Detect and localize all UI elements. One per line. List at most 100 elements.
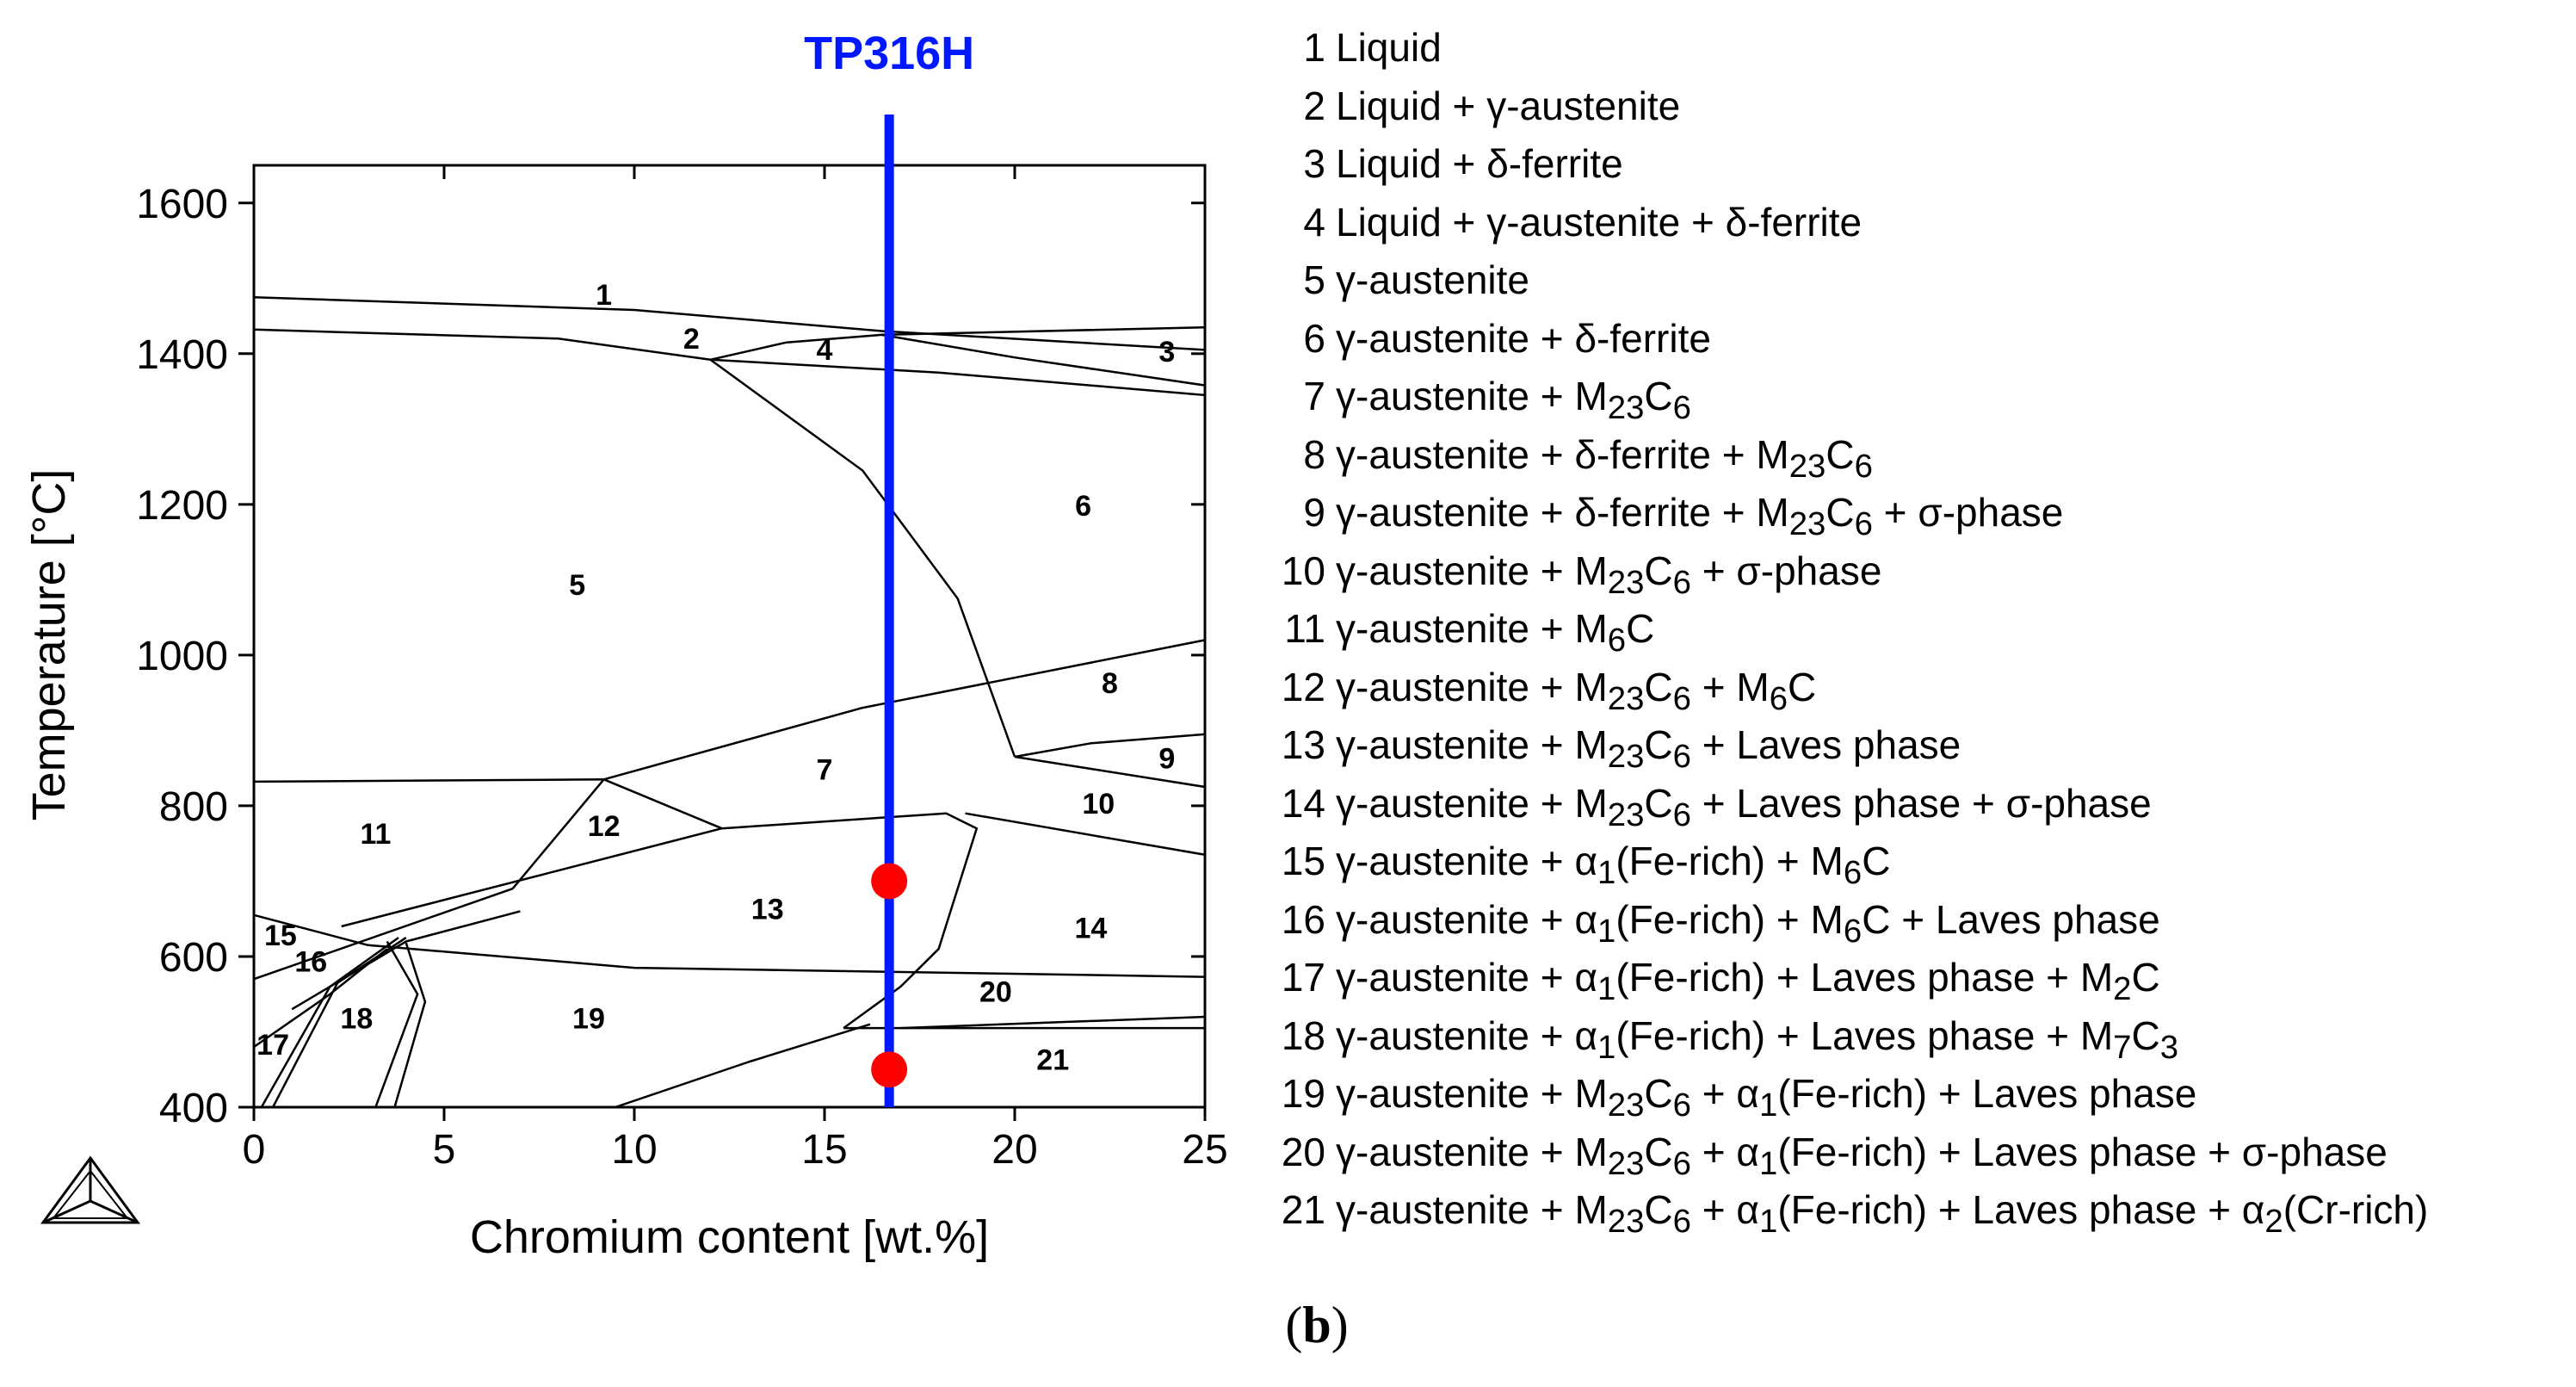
legend-entry-phase: Liquid + γ-austenite + δ-ferrite xyxy=(1336,199,1863,245)
phase-boundary-line xyxy=(881,333,1206,387)
marker-line-group: TP316H xyxy=(804,28,974,1107)
phase-boundary-line xyxy=(253,913,1206,978)
legend-entry: 19 γ-austenite + M23C6 + α1(Fe-rich) + La… xyxy=(1274,1065,2428,1124)
legend-entry: 7 γ-austenite + M23C6 xyxy=(1274,368,2428,426)
x-tick-label: 10 xyxy=(611,1127,657,1173)
y-tick-label: 1200 xyxy=(136,483,228,529)
data-point xyxy=(871,1051,908,1088)
region-label: 9 xyxy=(1158,742,1175,775)
legend-entry: 16 γ-austenite + α1(Fe-rich) + M6C + Lave… xyxy=(1274,891,2428,950)
phase-boundary-line xyxy=(253,295,1206,351)
region-label: 6 xyxy=(1075,490,1091,523)
legend-entry: 3 Liquid + δ-ferrite xyxy=(1274,135,2428,194)
region-label: 7 xyxy=(817,754,833,787)
legend-entry-phase: γ-austenite + α1(Fe-rich) + Laves phase … xyxy=(1336,1012,2179,1066)
x-axis-label: Chromium content [wt.%] xyxy=(470,1211,989,1263)
y-tick-label: 1000 xyxy=(136,634,228,679)
legend-entry-number: 16 xyxy=(1281,896,1325,942)
phase-boundary-line xyxy=(511,639,1206,890)
region-label: 2 xyxy=(683,323,700,356)
legend-entry-number: 21 xyxy=(1281,1187,1325,1232)
legend-entry-number: 1 xyxy=(1303,25,1325,70)
legend-entry: 14 γ-austenite + M23C6 + Laves phase + σ-… xyxy=(1274,775,2428,833)
phase-boundary-line xyxy=(709,358,1016,758)
x-tick-label: 5 xyxy=(433,1127,456,1173)
legend-entry-phase: γ-austenite + M23C6 + M6C xyxy=(1336,664,1817,717)
thermo-calc-logo xyxy=(40,1155,140,1224)
region-label: 13 xyxy=(751,893,784,926)
plot-border xyxy=(252,164,1207,1109)
legend-entry-number: 6 xyxy=(1303,315,1325,361)
legend-entry-phase: γ-austenite + M23C6 + α1(Fe-rich) + Lave… xyxy=(1336,1187,2429,1241)
legend-entry-phase: γ-austenite + M23C6 + α1(Fe-rich) + Lave… xyxy=(1336,1071,2197,1124)
legend-entry-phase: γ-austenite + M23C6 + α1(Fe-rich) + Lave… xyxy=(1336,1129,2388,1182)
data-point xyxy=(871,863,908,900)
legend-entry: 9 γ-austenite + δ-ferrite + M23C6 + σ-pha… xyxy=(1274,484,2428,542)
legend-entry-number: 9 xyxy=(1303,490,1325,535)
legend-entry-phase: γ-austenite + α1(Fe-rich) + M6C + Laves … xyxy=(1336,896,2160,950)
phase-boundary-line xyxy=(900,1015,1206,1030)
legend-entry-number: 10 xyxy=(1281,548,1325,593)
tp316h-label: TP316H xyxy=(804,28,974,79)
y-tick-label: 400 xyxy=(159,1086,228,1131)
legend-entry-number: 15 xyxy=(1281,839,1325,883)
region-label: 10 xyxy=(1082,788,1115,820)
legend-entry-number: 2 xyxy=(1303,83,1325,128)
phase-boundary-line xyxy=(615,1023,871,1109)
phase-boundary-line xyxy=(393,942,427,1108)
legend-entry-number: 3 xyxy=(1303,141,1325,186)
panel-label-open: ( xyxy=(1285,1297,1303,1353)
legend-entry-number: 7 xyxy=(1303,374,1325,418)
y-tick-label: 800 xyxy=(159,784,228,830)
legend-entry-number: 17 xyxy=(1281,955,1325,1000)
y-tick-label: 1400 xyxy=(136,332,228,378)
region-label: 20 xyxy=(979,976,1012,1009)
x-tick-label: 15 xyxy=(801,1127,847,1173)
y-tick-label: 1600 xyxy=(136,182,228,227)
legend-entry-phase: γ-austenite + α1(Fe-rich) + Laves phase … xyxy=(1336,955,2160,1008)
legend-entry: 18 γ-austenite + α1(Fe-rich) + Laves phas… xyxy=(1274,1007,2428,1066)
region-label: 1 xyxy=(596,279,612,312)
legend-entry-phase: γ-austenite + δ-ferrite + M23C6 xyxy=(1336,431,1873,485)
legend-entry-number: 18 xyxy=(1281,1012,1325,1058)
legend-entry-phase: γ-austenite + α1(Fe-rich) + M6C xyxy=(1336,839,1891,892)
phase-boundary-line xyxy=(260,937,399,1108)
phase-boundary-line xyxy=(271,937,407,1108)
legend-entry-phase: γ-austenite + M6C xyxy=(1336,606,1655,659)
legend-entry: 5 γ-austenite xyxy=(1274,251,2428,310)
legend-entry: 8 γ-austenite + δ-ferrite + M23C6 xyxy=(1274,426,2428,485)
x-tick-label: 20 xyxy=(991,1127,1037,1173)
region-label: 19 xyxy=(572,1002,605,1035)
legend-entry-number: 12 xyxy=(1281,664,1325,709)
region-label: 11 xyxy=(360,818,391,851)
phase-boundary-line xyxy=(253,888,514,981)
x-tick-label: 0 xyxy=(243,1127,266,1173)
legend-entry-phase: γ-austenite + M23C6 + σ-phase xyxy=(1336,548,1882,601)
legend-entry-phase: Liquid xyxy=(1336,25,1442,70)
legend-entry-number: 20 xyxy=(1281,1129,1325,1174)
legend-entry: 6 γ-austenite + δ-ferrite xyxy=(1274,310,2428,368)
region-label: 3 xyxy=(1158,336,1175,368)
legend-entry: 21 γ-austenite + M23C6 + α1(Fe-rich) + La… xyxy=(1274,1181,2429,1240)
legend-entry-phase: Liquid + δ-ferrite xyxy=(1336,141,1623,186)
region-label: 5 xyxy=(569,569,585,602)
legend-entry: 20 γ-austenite + M23C6 + α1(Fe-rich) + La… xyxy=(1274,1124,2428,1182)
legend-entry: 15 γ-austenite + α1(Fe-rich) + M6C xyxy=(1274,833,2428,891)
panel-label-letter: b xyxy=(1302,1297,1331,1353)
region-label: 8 xyxy=(1102,667,1118,700)
region-label: 15 xyxy=(264,920,297,952)
legend-entry-number: 8 xyxy=(1303,431,1325,477)
phase-boundary-line xyxy=(374,940,419,1108)
legend-entry-phase: Liquid + γ-austenite xyxy=(1336,83,1681,128)
region-label: 4 xyxy=(817,334,833,367)
plot-frame xyxy=(252,164,1207,1109)
phase-boundary-line xyxy=(341,827,723,928)
legend-entry-phase: γ-austenite + M23C6 xyxy=(1336,374,1691,427)
legend-entry-phase: γ-austenite xyxy=(1336,257,1530,302)
legend-entry-number: 11 xyxy=(1284,606,1325,651)
region-label: 18 xyxy=(340,1002,373,1035)
region-label: 16 xyxy=(294,946,327,979)
legend-entry-number: 14 xyxy=(1281,780,1325,826)
phase-legend: 1 Liquid 2 Liquid + γ-austenite 3 Liquid + δ-… xyxy=(1274,19,2429,1240)
phase-boundary-line xyxy=(710,325,1206,362)
